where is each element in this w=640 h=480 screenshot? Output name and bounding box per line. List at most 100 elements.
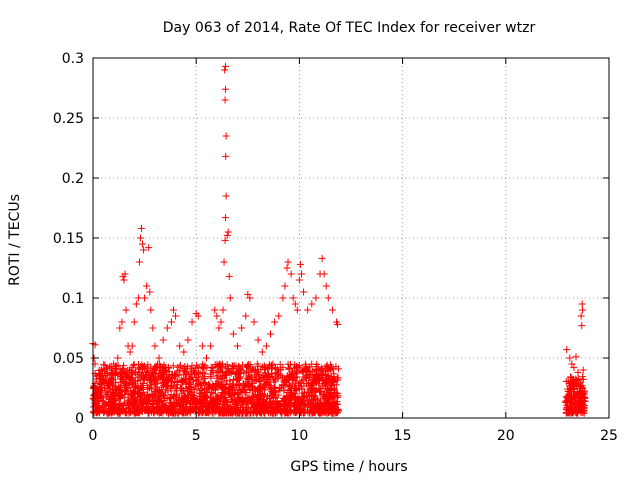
data-point <box>146 406 154 414</box>
data-point <box>200 389 208 397</box>
data-point <box>575 403 583 411</box>
data-point <box>296 260 304 268</box>
data-point <box>274 374 282 382</box>
data-point <box>237 395 245 403</box>
data-point <box>128 342 136 350</box>
data-point <box>113 386 121 394</box>
data-point <box>145 397 153 405</box>
data-point <box>234 380 242 388</box>
data-point <box>214 368 222 376</box>
data-point <box>173 399 181 407</box>
data-point <box>310 371 318 379</box>
data-point <box>150 391 158 399</box>
y-tick-label: 0.3 <box>62 51 84 67</box>
data-point <box>334 365 342 373</box>
data-point <box>218 374 226 382</box>
data-point <box>300 393 308 401</box>
data-point <box>308 381 316 389</box>
data-point <box>119 408 127 416</box>
data-point <box>229 375 237 383</box>
data-point <box>224 364 232 372</box>
data-point <box>267 386 275 394</box>
data-point <box>174 363 182 371</box>
data-point <box>188 318 196 326</box>
data-point <box>124 402 132 410</box>
data-point <box>134 393 142 401</box>
data-point <box>253 409 261 417</box>
data-point <box>576 378 584 386</box>
data-point <box>214 408 222 416</box>
data-point <box>209 364 217 372</box>
data-point <box>191 382 199 390</box>
data-point <box>295 401 303 409</box>
plot-frame <box>92 57 610 419</box>
data-point <box>563 346 571 354</box>
data-point <box>222 62 230 70</box>
data-point <box>270 376 278 384</box>
data-point <box>313 360 321 368</box>
data-point <box>232 407 240 415</box>
data-point <box>271 364 279 372</box>
data-point <box>568 360 576 368</box>
data-point <box>562 404 570 412</box>
data-point <box>188 362 196 370</box>
data-point <box>207 389 215 397</box>
data-point <box>578 322 586 330</box>
data-point <box>150 365 158 373</box>
data-point <box>176 385 184 393</box>
data-point <box>98 407 106 415</box>
data-point <box>328 306 336 314</box>
x-tick-label: 0 <box>89 428 98 444</box>
data-point <box>319 403 327 411</box>
data-point <box>154 387 162 395</box>
data-point <box>289 369 297 377</box>
data-point <box>251 391 259 399</box>
data-point <box>102 401 110 409</box>
data-point <box>293 386 301 394</box>
data-point <box>264 392 272 400</box>
data-point <box>573 408 581 416</box>
data-point <box>121 270 129 278</box>
data-point <box>283 372 291 380</box>
data-point <box>101 384 109 392</box>
data-point <box>298 377 306 385</box>
data-point <box>121 370 129 378</box>
data-point <box>237 366 245 374</box>
data-point <box>226 294 234 302</box>
data-point <box>203 354 211 362</box>
data-point <box>200 404 208 412</box>
data-point <box>577 312 585 320</box>
data-point <box>249 379 257 387</box>
axes: 0 0.05 0.1 0.15 0.2 0.25 0.3 0 5 10 15 20 25 <box>53 51 618 444</box>
y-tick-label: 0.15 <box>53 231 84 247</box>
data-point <box>579 366 587 374</box>
data-point <box>222 152 230 160</box>
data-point <box>172 406 180 414</box>
data-point <box>322 282 330 290</box>
data-point <box>303 389 311 397</box>
data-point <box>271 318 279 326</box>
x-tick-label: 10 <box>290 428 308 444</box>
data-point <box>207 374 215 382</box>
data-point <box>215 379 223 387</box>
data-point <box>307 403 315 411</box>
data-point <box>315 380 323 388</box>
data-point <box>153 386 161 394</box>
data-point <box>570 385 578 393</box>
data-point <box>287 270 295 278</box>
data-point <box>221 96 229 104</box>
data-point <box>580 406 588 414</box>
data-point <box>214 383 222 391</box>
data-point <box>272 407 280 415</box>
x-tick-label: 5 <box>192 428 201 444</box>
data-point <box>104 390 112 398</box>
data-point <box>222 381 230 389</box>
data-point <box>289 294 297 302</box>
data-point <box>211 306 219 314</box>
data-point <box>321 390 329 398</box>
data-point <box>194 312 202 320</box>
data-point <box>105 395 113 403</box>
data-point <box>255 385 263 393</box>
data-point <box>318 254 326 262</box>
data-point <box>95 406 103 414</box>
